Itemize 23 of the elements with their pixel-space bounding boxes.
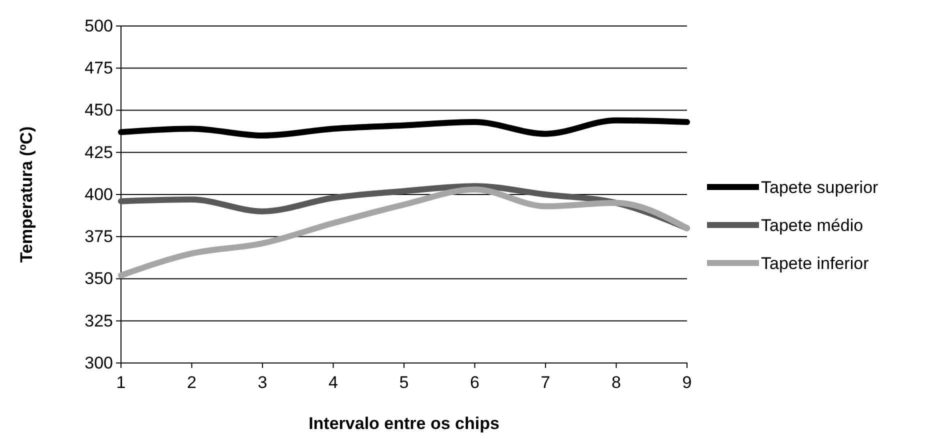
y-tick-label: 400	[84, 184, 113, 204]
x-tick-label: 6	[470, 373, 480, 392]
x-axis-title: Intervalo entre os chips	[308, 414, 500, 433]
y-tick-label: 500	[84, 16, 113, 36]
y-tick-label: 325	[84, 311, 113, 330]
legend-label: Tapete superior	[761, 178, 879, 197]
x-tick-label: 3	[258, 373, 268, 392]
legend-label: Tapete médio	[761, 216, 864, 235]
x-tick-label: 7	[540, 373, 550, 392]
x-tick-label: 5	[399, 373, 409, 392]
y-tick-label: 475	[84, 58, 113, 78]
x-tick-label: 8	[612, 373, 621, 392]
x-tick-label: 2	[187, 373, 196, 392]
y-tick-label: 375	[84, 227, 113, 246]
y-tick-label: 300	[84, 353, 113, 372]
y-tick-label: 350	[84, 269, 113, 288]
legend-label: Tapete inferior	[761, 254, 870, 273]
x-tick-label: 1	[116, 373, 126, 392]
x-tick-label: 9	[682, 373, 692, 392]
x-tick-label: 4	[328, 373, 338, 392]
y-axis-title: Temperatura (ºC)	[17, 126, 36, 263]
y-tick-label: 425	[84, 142, 113, 162]
y-tick-label: 450	[84, 100, 113, 120]
